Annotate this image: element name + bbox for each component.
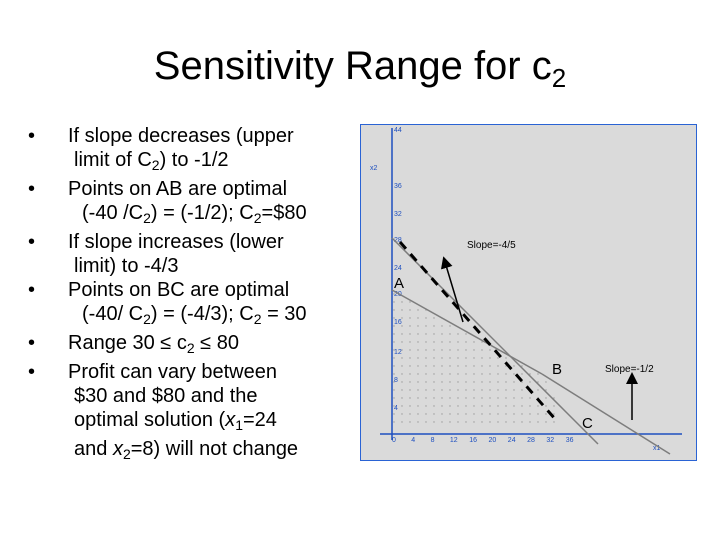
bullet-line: limit of C2) to -1/2 — [74, 148, 358, 177]
y-tick-label: 36 — [394, 183, 402, 190]
subscript: 2 — [186, 340, 195, 356]
bullet-dot: • — [28, 332, 36, 354]
subscript: 2 — [122, 446, 131, 462]
variable: x — [225, 409, 236, 431]
bullet-dot: • — [28, 361, 36, 383]
feasible-region — [392, 290, 560, 429]
bullet-dot: • — [28, 125, 36, 147]
variable: x — [112, 438, 123, 460]
bullet-list: • If slope decreases (upper limit of C2)… — [28, 124, 358, 466]
y-axis-label: x2 — [370, 165, 378, 172]
point-a-label: A — [394, 275, 404, 292]
subscript: 1 — [235, 417, 243, 433]
bullet-item: • If slope increases (lower limit) to -4… — [28, 230, 358, 278]
x-tick-label: 32 — [546, 437, 554, 444]
y-tick-label: 12 — [394, 349, 402, 356]
bullet-text: and — [74, 438, 113, 460]
bullet-text: = 30 — [261, 303, 307, 325]
slide-title: Sensitivity Range for c2 — [0, 40, 720, 104]
x-tick-label: 24 — [508, 437, 516, 444]
bullet-text: ) to -1/2 — [159, 149, 229, 171]
x-tick-label: 12 — [450, 437, 458, 444]
bullet-text: =$80 — [261, 202, 307, 224]
subscript: 2 — [253, 311, 262, 327]
y-tick-label: 4 — [394, 405, 398, 412]
bullet-text: Points on AB are optimal — [68, 178, 288, 200]
y-tick-label: 16 — [394, 319, 402, 326]
subscript: 2 — [143, 311, 151, 327]
bullet-text: Range 30 ≤ c — [68, 332, 187, 354]
slope-label-upper: Slope=-4/5 — [467, 240, 516, 251]
y-tick-label: 28 — [394, 237, 402, 244]
x-tick-label: 8 — [431, 437, 435, 444]
bullet-text: (-40 /C — [82, 202, 144, 224]
bullet-item: • Points on AB are optimal (-40 /C2) = (… — [28, 177, 358, 230]
title-subscript: 2 — [551, 63, 567, 93]
slope-label-lower: Slope=-1/2 — [605, 364, 654, 375]
x-tick-label: 16 — [469, 437, 477, 444]
bullet-line: and x2=8) will not change — [74, 437, 358, 466]
x-tick-label: 0 — [392, 437, 396, 444]
bullet-text: If slope increases (lower — [68, 231, 284, 253]
y-tick-label: 8 — [394, 377, 398, 384]
bullet-text: If slope decreases (upper — [68, 125, 294, 147]
title-text: Sensitivity Range for c — [153, 44, 552, 88]
bullet-line: (-40 /C2) = (-1/2); C2=$80 — [74, 201, 358, 230]
feasible-region-graph: x2 x1 0 4 8 12 16 20 24 28 32 36 44 36 32 28 24 20 16 12… — [359, 123, 698, 462]
bullet-text: (-40/ C — [82, 303, 144, 325]
x-tick-label: 28 — [527, 437, 535, 444]
gradient-arrow-upper — [440, 256, 464, 323]
y-tick-label: 44 — [394, 127, 402, 134]
constraint-line-bc — [541, 373, 671, 455]
bullet-text: limit of C — [74, 149, 152, 171]
x-tick-label: 20 — [489, 437, 497, 444]
bullet-item: • If slope decreases (upper limit of C2)… — [28, 124, 358, 177]
bullet-line: limit) to -4/3 — [74, 255, 179, 277]
bullet-text: =24 — [242, 409, 277, 431]
point-c-label: C — [582, 415, 593, 432]
graph-svg: x2 x1 0 4 8 12 16 20 24 28 32 36 44 36 32 28 24 20 16 12… — [359, 123, 698, 462]
y-tick-label: 20 — [394, 291, 402, 298]
bullet-item: • Profit can vary between $30 and $80 an… — [28, 360, 358, 466]
bullet-text: optimal solution ( — [74, 409, 226, 431]
bullet-text: ) = (-1/2); C — [150, 202, 254, 224]
bullet-text: Profit can vary between — [68, 361, 277, 383]
x-axis-label: x1 — [653, 445, 661, 452]
bullet-item: • Points on BC are optimal (-40/ C2) = (… — [28, 278, 358, 331]
x-tick-label: 36 — [566, 437, 574, 444]
bullet-text: =8) will not change — [130, 438, 299, 460]
subscript: 2 — [151, 157, 160, 173]
bullet-line: optimal solution (x1=24 — [74, 408, 358, 437]
subscript: 2 — [143, 210, 151, 226]
bullet-dot: • — [28, 279, 36, 301]
subscript: 2 — [253, 210, 262, 226]
bullet-text: ≤ 80 — [194, 332, 239, 354]
y-tick-label: 32 — [394, 211, 402, 218]
bullet-line: (-40/ C2) = (-4/3); C2 = 30 — [74, 302, 358, 331]
bullet-dot: • — [28, 231, 36, 253]
bullet-dot: • — [28, 178, 36, 200]
objective-line-dashed — [398, 241, 558, 421]
constraint-line-ab — [391, 289, 543, 375]
point-b-label: B — [552, 361, 562, 378]
bullet-text: ) = (-4/3); C — [150, 303, 254, 325]
bullet-item: • Range 30 ≤ c2 ≤ 80 — [28, 331, 358, 360]
y-tick-label: 24 — [394, 265, 402, 272]
bullet-line: $30 and $80 and the — [74, 385, 258, 407]
x-tick-label: 4 — [411, 437, 415, 444]
bullet-text: Points on BC are optimal — [68, 279, 290, 301]
